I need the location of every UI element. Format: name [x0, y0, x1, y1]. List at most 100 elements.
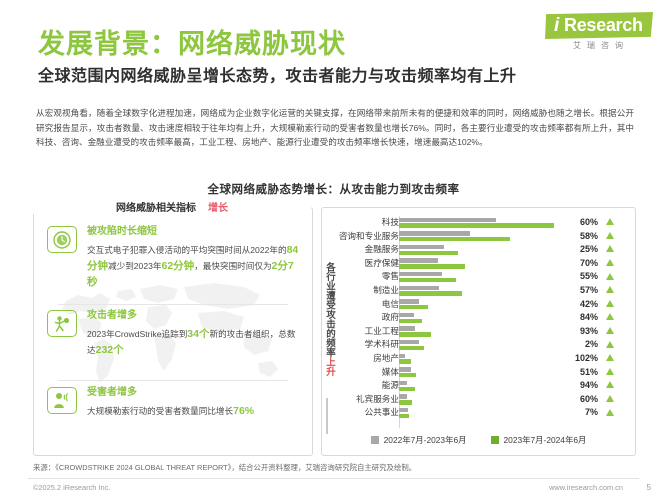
bar-current-period	[399, 413, 409, 419]
divider	[58, 304, 288, 305]
intro-paragraph: 从宏观视角看，随着全球数字化进程加速，网络成为企业数字化运营的关键支撑，在网络带…	[36, 108, 634, 147]
legend-item-current: 2023年7月-2024年6月	[490, 434, 586, 446]
bar-current-period	[399, 386, 415, 391]
growth-up-arrow-icon	[606, 408, 614, 416]
bar-previous-period	[399, 217, 496, 222]
chart-category-label: 金融服务	[364, 244, 399, 255]
growth-value-label: 7%	[584, 407, 598, 418]
chart-bar-group	[399, 231, 554, 243]
threat-indicators-card: 被攻陷时长缩短 交互式电子犯罪入侵活动的平均突围时间从2022年的84分钟减少到…	[33, 207, 313, 456]
chart-category-label: 制造业	[373, 284, 399, 295]
legend-label: 2022年7月-2023年6月	[383, 435, 467, 445]
body-text: 2023年CrowdStrike追踪到	[87, 329, 188, 339]
chart-row: 公共事业 7%	[322, 406, 635, 420]
growth-up-arrow-icon	[606, 367, 614, 375]
growth-value-label: 25%	[579, 244, 598, 255]
growth-value-label: 57%	[579, 284, 598, 295]
chart-category-label: 房地产	[373, 352, 399, 363]
iresearch-logo: i Research 艾瑞咨询	[545, 12, 653, 54]
bar-current-period	[399, 345, 425, 351]
growth-up-arrow-icon	[606, 394, 614, 402]
section-title: 全球网络威胁态势增长：从攻击能力到攻击频率	[207, 184, 460, 196]
legend-item-previous: 2022年7月-2023年6月	[370, 434, 467, 446]
chart-bar-group	[399, 407, 554, 419]
indicator-row: 受害者增多 大规模勒索行动的受害者数量同比增长76%	[47, 385, 301, 419]
logo-banner-shape	[545, 12, 653, 39]
growth-up-arrow-icon	[606, 313, 614, 321]
bar-current-period	[399, 277, 457, 283]
bar-current-period	[399, 236, 511, 242]
growth-up-arrow-icon	[606, 258, 614, 266]
bar-previous-period	[399, 353, 405, 358]
growth-up-arrow-icon	[606, 286, 614, 294]
chart-category-label: 能源	[381, 380, 399, 391]
chart-bar-group	[399, 258, 554, 270]
growth-up-arrow-icon	[606, 218, 614, 226]
indicator-text: 2023年CrowdStrike追踪到34个新的攻击者组织，总数达232个	[87, 326, 301, 358]
bar-previous-period	[399, 231, 470, 236]
chart-category-label: 医疗保健	[364, 257, 399, 268]
growth-value-label: 93%	[579, 325, 598, 336]
chart-bar-group	[399, 285, 554, 297]
indicator-row: 攻击者增多 2023年CrowdStrike追踪到34个新的攻击者组织，总数达2…	[47, 308, 301, 358]
vertical-axis-label-accent: 上升	[324, 357, 335, 376]
bar-previous-period	[399, 394, 407, 399]
chart-category-label: 电信	[381, 298, 399, 309]
body-text: 大规模勒索行动的受害者数量同比增长	[87, 406, 234, 416]
chart-row: 能源 94%	[322, 379, 635, 393]
chart-legend: 2022年7月-2023年6月 2023年7月-2024年6月	[322, 434, 635, 446]
bar-current-period	[399, 318, 423, 323]
website-url[interactable]: www.iresearch.com.cn	[549, 483, 623, 492]
card-heading-accent: 增长	[202, 203, 234, 214]
growth-up-arrow-icon	[606, 326, 614, 334]
vertical-axis-label: 各行业遭受攻击的频率上升	[319, 262, 335, 376]
bar-previous-period	[399, 326, 416, 331]
growth-up-arrow-icon	[606, 354, 614, 362]
growth-up-arrow-icon	[606, 231, 614, 239]
chart-category-label: 科技	[381, 217, 399, 227]
bar-previous-period	[399, 367, 411, 372]
chart-row: 医疗保健 70%	[322, 257, 635, 271]
indicator-title: 攻击者增多	[87, 310, 137, 321]
chart-bar-group	[399, 217, 554, 229]
divider	[58, 380, 288, 381]
indicator-title: 被攻陷时长缩短	[87, 226, 157, 237]
attacker-icon	[47, 310, 77, 337]
bar-current-period	[399, 359, 411, 364]
chart-bar-group	[399, 299, 554, 311]
chart-bar-group	[399, 367, 554, 379]
bar-current-period	[399, 250, 459, 255]
growth-up-arrow-icon	[606, 381, 614, 389]
body-text: 减少到2023年	[108, 261, 162, 271]
highlight-value: 84分钟	[87, 244, 299, 272]
bar-current-period	[399, 264, 465, 269]
growth-value-label: 60%	[579, 393, 598, 404]
growth-value-label: 102%	[574, 352, 598, 363]
bar-previous-period	[399, 380, 407, 386]
chart-bar-group	[399, 312, 554, 324]
chart-row: 媒体 51%	[322, 366, 635, 380]
page-subtitle: 全球范围内网络威胁呈增长态势，攻击者能力与攻击频率均有上升	[38, 68, 517, 85]
card-heading-main: 网络威胁相关指标	[110, 203, 202, 214]
bar-current-period	[399, 372, 417, 378]
page-header: 发展背景：网络威胁现状 全球范围内网络威胁呈增长态势，攻击者能力与攻击频率均有上…	[0, 0, 667, 96]
chart-row: 制造业 57%	[322, 284, 635, 298]
chart-bar-group	[399, 326, 554, 338]
growth-value-label: 2%	[584, 339, 598, 350]
vertical-axis-tick	[326, 398, 328, 434]
chart-bar-group	[399, 339, 554, 351]
highlight-value: 2分7秒	[87, 260, 294, 288]
vertical-axis-label-main: 各行业遭受攻击的频率	[324, 262, 335, 357]
threat-indicators-card-heading: 网络威胁相关指标 增长	[33, 199, 311, 214]
chart-row: 政府 84%	[322, 311, 635, 325]
logo-wordmark: Research	[564, 15, 643, 35]
indicator-title: 受害者增多	[87, 387, 137, 398]
chart-category-label: 公共事业	[364, 407, 399, 418]
growth-value-label: 58%	[579, 230, 598, 241]
bar-current-period	[399, 223, 554, 228]
page-title: 发展背景：网络威胁现状	[38, 29, 346, 59]
growth-value-label: 84%	[579, 312, 598, 323]
growth-value-label: 55%	[579, 271, 598, 282]
bar-current-period	[399, 400, 412, 405]
growth-up-arrow-icon	[606, 299, 614, 307]
